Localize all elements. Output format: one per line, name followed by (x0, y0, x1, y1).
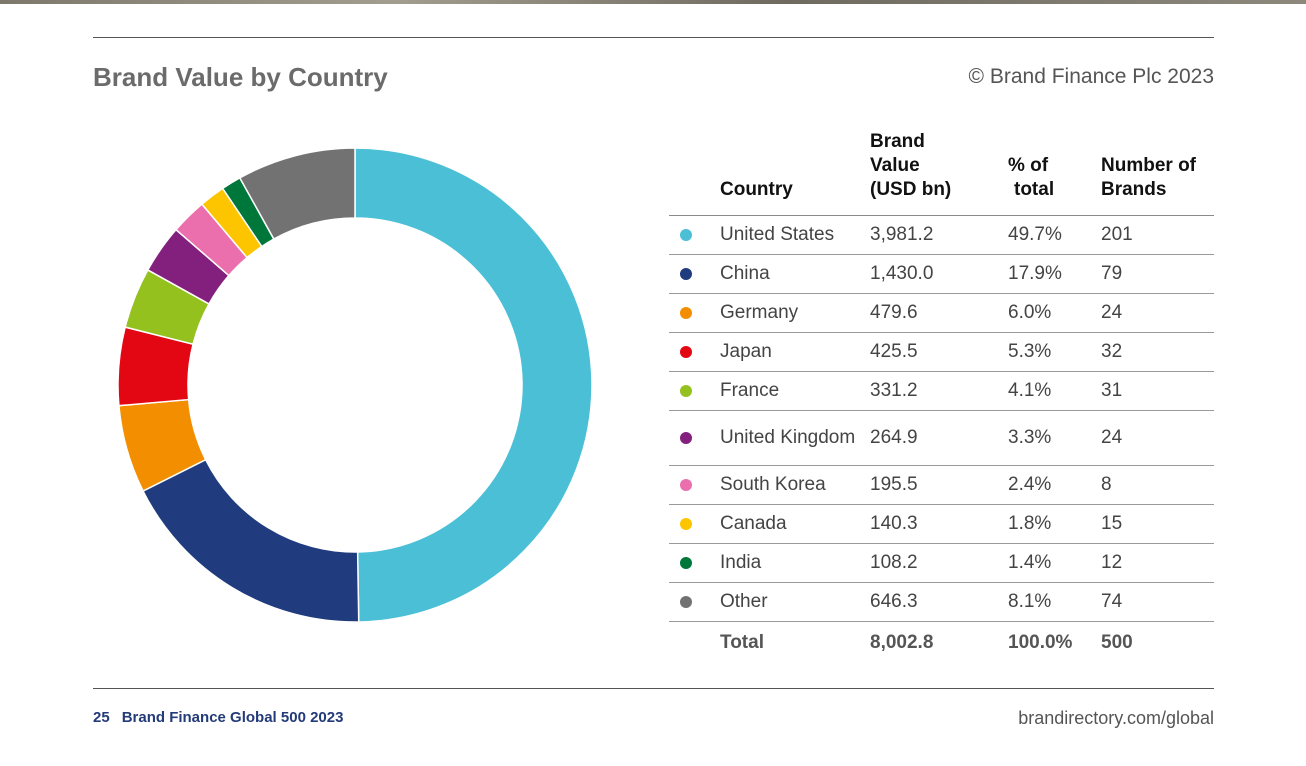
row-brand-count: 74 (1101, 591, 1123, 612)
row-brand-value: 1,430.0 (870, 263, 934, 284)
row-percent: 2.4% (1008, 474, 1052, 495)
table-row: United Kingdom 264.9 3.3% 24 (669, 411, 1214, 466)
row-percent: 6.0% (1008, 302, 1052, 323)
total-label: Total (720, 632, 764, 653)
row-country: China (720, 263, 770, 284)
row-country: United Kingdom (720, 427, 856, 448)
table-row: South Korea 195.5 2.4% 8 (669, 466, 1214, 505)
row-brand-count: 24 (1101, 427, 1123, 448)
header-number-of-brands: Number of Brands (1101, 155, 1196, 200)
bottom-divider (93, 688, 1214, 689)
legend-dot-icon (680, 596, 692, 608)
row-brand-value: 479.6 (870, 302, 918, 323)
slice-china (142, 458, 360, 623)
table-row: France 331.2 4.1% 31 (669, 372, 1214, 411)
row-percent: 1.4% (1008, 552, 1052, 573)
row-brand-count: 79 (1101, 263, 1123, 284)
table-row: China 1,430.0 17.9% 79 (669, 255, 1214, 294)
legend-dot-icon (680, 518, 692, 530)
header-percent-of-total: % of total (1008, 155, 1055, 200)
top-divider (93, 37, 1214, 38)
table-row: Germany 479.6 6.0% 24 (669, 294, 1214, 333)
legend-dot-icon (680, 268, 692, 280)
row-brand-value: 646.3 (870, 591, 918, 612)
row-brand-count: 8 (1101, 474, 1112, 495)
row-brand-count: 32 (1101, 341, 1123, 362)
row-percent: 49.7% (1008, 224, 1062, 245)
legend-dot-icon (680, 479, 692, 491)
page-number: 25 (93, 709, 110, 726)
donut-chart (117, 147, 593, 623)
legend-dot-icon (680, 346, 692, 358)
legend-dot-icon (680, 557, 692, 569)
table-header: Country Brand Value (USD bn) % of total … (669, 128, 1214, 216)
row-country: Japan (720, 341, 772, 362)
row-brand-value: 195.5 (870, 474, 918, 495)
table-row: India 108.2 1.4% 12 (669, 544, 1214, 583)
row-brand-value: 331.2 (870, 380, 918, 401)
row-brand-count: 12 (1101, 552, 1123, 573)
row-percent: 8.1% (1008, 591, 1052, 612)
row-country: Other (720, 591, 768, 612)
row-percent: 5.3% (1008, 341, 1052, 362)
slice-united-states (354, 147, 593, 623)
top-photo-strip (0, 0, 1306, 4)
header-brand-value: Brand Value (USD bn) (870, 131, 952, 200)
total-percent: 100.0% (1008, 632, 1073, 653)
slice-other (238, 147, 356, 241)
footer-publication: 25 Brand Finance Global 500 2023 (93, 709, 343, 726)
row-percent: 17.9% (1008, 263, 1062, 284)
row-brand-count: 24 (1101, 302, 1123, 323)
total-brands: 500 (1101, 632, 1133, 653)
row-brand-value: 108.2 (870, 552, 918, 573)
row-country: Canada (720, 513, 787, 534)
row-brand-count: 15 (1101, 513, 1123, 534)
row-country: United States (720, 224, 835, 245)
row-country: France (720, 380, 780, 401)
page-title: Brand Value by Country (93, 62, 388, 92)
publication-name: Brand Finance Global 500 2023 (121, 709, 344, 726)
table-row: Japan 425.5 5.3% 32 (669, 333, 1214, 372)
copyright-notice: © Brand Finance Plc 2023 (968, 65, 1214, 88)
row-brand-value: 425.5 (870, 341, 918, 362)
legend-dot-icon (680, 432, 692, 444)
row-country: India (720, 552, 762, 573)
table-total-row: Total 8,002.8 100.0% 500 (669, 622, 1214, 664)
header-country: Country (720, 179, 793, 200)
row-brand-count: 201 (1101, 224, 1133, 245)
brand-value-table: Country Brand Value (USD bn) % of total … (669, 128, 1214, 664)
row-percent: 3.3% (1008, 427, 1052, 448)
row-brand-value: 140.3 (870, 513, 918, 534)
legend-dot-icon (680, 385, 692, 397)
legend-dot-icon (680, 229, 692, 241)
row-country: South Korea (720, 474, 826, 495)
table-row: Canada 140.3 1.8% 15 (669, 505, 1214, 544)
total-value: 8,002.8 (870, 632, 934, 653)
row-percent: 1.8% (1008, 513, 1052, 534)
row-brand-value: 3,981.2 (870, 224, 934, 245)
row-brand-value: 264.9 (870, 427, 918, 448)
footer-url: brandirectory.com/global (1018, 708, 1214, 728)
table-row: Other 646.3 8.1% 74 (669, 583, 1214, 622)
table-row: United States 3,981.2 49.7% 201 (669, 216, 1214, 255)
row-country: Germany (720, 302, 799, 323)
row-brand-count: 31 (1101, 380, 1123, 401)
row-percent: 4.1% (1008, 380, 1052, 401)
legend-dot-icon (680, 307, 692, 319)
